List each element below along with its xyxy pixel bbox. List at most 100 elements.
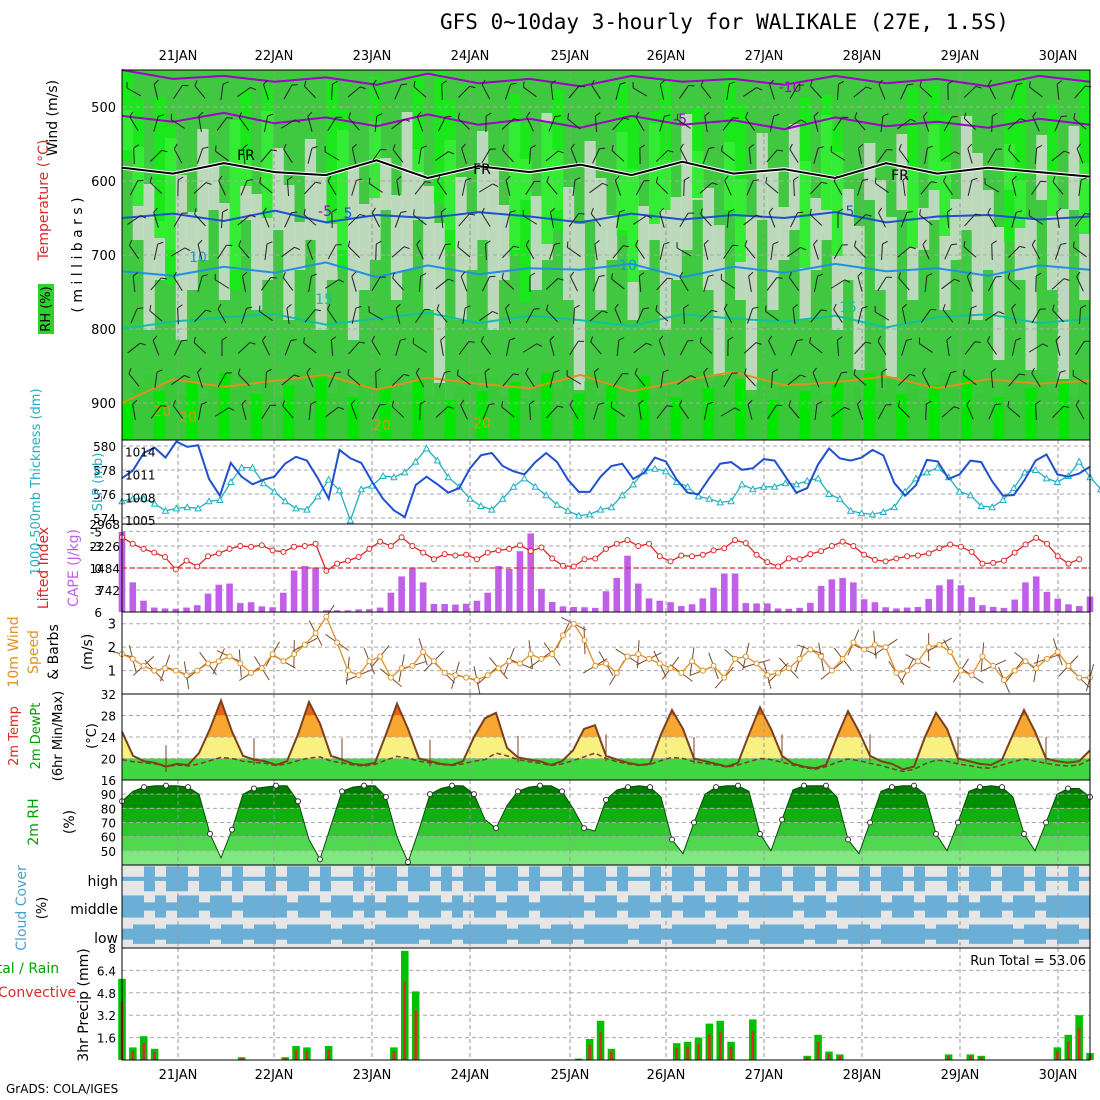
cloud-blue-cell — [210, 866, 222, 892]
precip-convective-bar — [979, 1056, 983, 1060]
wind-barb-staff — [633, 342, 647, 354]
cape-bar — [968, 597, 975, 612]
wind-barb-flag — [197, 367, 202, 373]
wind-barb-flag — [554, 242, 561, 245]
cloud-blue-cell — [705, 902, 717, 911]
wind-barb-flag — [975, 85, 982, 89]
wind-barb-flag — [699, 336, 703, 343]
wind-barb-flag — [448, 278, 454, 282]
wind-barb-flag — [861, 306, 868, 309]
wind-barb — [371, 276, 386, 292]
wind-barb — [1072, 369, 1088, 385]
wind-barb — [809, 337, 823, 354]
wind-barb-staff — [129, 116, 139, 132]
wind-barb-flag — [266, 368, 272, 373]
wind-barb-flag — [816, 401, 823, 405]
wind-barb-staff — [765, 182, 779, 194]
wind-barb — [941, 406, 960, 418]
wind-barb — [790, 339, 803, 356]
wind-barb-flag — [732, 244, 739, 247]
wind-barb — [303, 337, 317, 354]
wind-barb-flag — [643, 307, 650, 310]
wind-barb — [259, 177, 273, 194]
wind-barb-staff — [611, 278, 625, 290]
rh-dry-patch — [584, 141, 596, 220]
cape-bar — [258, 606, 266, 612]
wind-barb-staff — [570, 276, 578, 292]
wind-barb-flag — [413, 209, 415, 216]
wind-speed-point — [301, 641, 308, 648]
thickness-point — [781, 479, 790, 487]
wind-barb — [613, 372, 629, 387]
cloud-blue-cell — [815, 924, 827, 944]
cloud-blue-cell — [661, 876, 673, 881]
wind-barb-staff — [458, 341, 470, 355]
wind-barb-staff — [703, 244, 709, 260]
temp-color-band — [122, 700, 1090, 716]
wind-barb-staff — [1072, 375, 1088, 385]
wind-barb-flag — [391, 400, 395, 407]
wind-barb-staff — [396, 180, 400, 196]
wind-barb-flag — [307, 111, 313, 117]
wind-barb-staff — [830, 151, 846, 161]
cloud-blue-cell — [342, 876, 354, 881]
rh-dry-patch — [433, 223, 446, 400]
slp-axis-label: SLP (mb) — [91, 453, 106, 512]
cloud-blue-cell — [122, 876, 134, 881]
wind-barb-flag — [688, 212, 694, 214]
wind-barb-staff — [416, 116, 424, 132]
wind-barb-staff — [854, 341, 866, 355]
wind-barb-flag — [1019, 373, 1026, 376]
rh-dry-patch — [971, 153, 983, 320]
wind-barb-staff — [568, 213, 580, 227]
cape-bar — [290, 570, 298, 612]
wind-barb — [900, 83, 914, 100]
cloud-blue-cell — [738, 866, 750, 892]
wind-barb-flag — [553, 370, 560, 373]
wind-barb — [814, 401, 823, 421]
wind-barb — [720, 273, 735, 289]
wind-barb — [395, 338, 406, 356]
cape-bar — [796, 607, 803, 612]
wind-barb-staff — [1052, 405, 1064, 419]
wind-barb-staff — [550, 83, 554, 101]
wind-barb — [217, 372, 232, 388]
cloud-blue-cell — [727, 895, 739, 918]
thickness-point — [477, 501, 485, 509]
cloud-blue-cell — [309, 895, 321, 918]
wind-barb — [435, 151, 455, 161]
wind-barb-staff — [238, 373, 250, 387]
wind-barb-staff — [481, 212, 491, 228]
temp-axis-label: 2m Temp — [7, 706, 22, 766]
wind-barb-flag — [460, 271, 466, 277]
wind-barb-flag — [655, 304, 658, 311]
wind-barb-staff — [857, 180, 863, 196]
wind-barb-staff — [766, 277, 778, 291]
li-point — [355, 554, 362, 560]
wind-barb-flag — [445, 115, 452, 118]
wind-barb-flag — [218, 175, 223, 182]
rh-point — [691, 819, 697, 826]
rh-low-patch — [595, 398, 607, 440]
li-point — [226, 545, 233, 552]
cloud-blue-cell — [1035, 924, 1047, 944]
precip-convective-bar — [610, 1051, 613, 1060]
cape-bar — [602, 591, 610, 612]
thickness-point — [216, 495, 224, 503]
cloud-blue-cell — [155, 895, 167, 918]
rh-low-patch — [649, 393, 661, 440]
rh-low-patch — [939, 372, 951, 440]
wind-barb-flag — [776, 404, 783, 406]
wind-barb-staff — [968, 308, 972, 324]
wind-barb-staff — [924, 148, 928, 164]
wind-barb-staff — [414, 181, 426, 195]
wind-barb-staff — [392, 149, 404, 163]
wind-barb — [528, 144, 536, 165]
wind-speed-point — [420, 648, 427, 655]
wind-barb-staff — [149, 149, 163, 163]
rh-moist-patch — [509, 94, 521, 256]
li-tick-label: 0 — [94, 562, 102, 576]
rh-dry-patch — [638, 206, 650, 270]
wind-barb — [505, 175, 511, 196]
wind-barb — [461, 177, 472, 196]
